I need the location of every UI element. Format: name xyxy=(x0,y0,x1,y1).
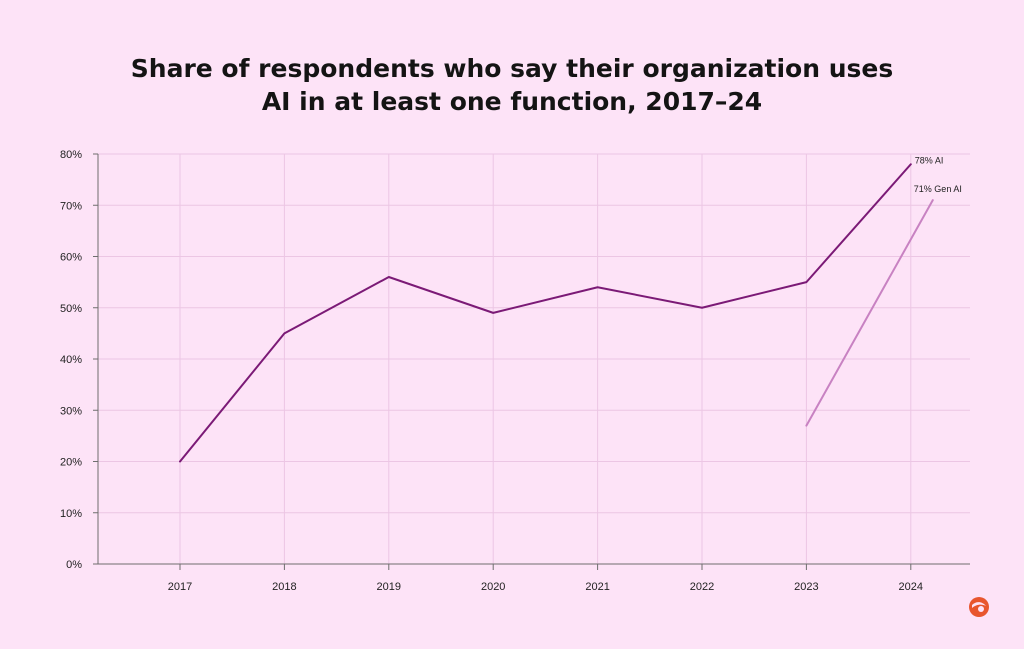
series-end-label: 71% Gen AI xyxy=(914,184,962,194)
series-line xyxy=(179,163,912,463)
y-tick-label: 10% xyxy=(60,508,82,520)
x-tick-label: 2019 xyxy=(377,581,401,593)
x-tick-label: 2022 xyxy=(690,581,714,593)
chart-title-line-2: AI in at least one function, 2017–24 xyxy=(261,87,763,116)
series-end-label: 78% AI xyxy=(915,155,944,165)
x-tick-label: 2018 xyxy=(272,581,296,593)
y-tick-label: 50% xyxy=(60,303,82,315)
y-tick-label: 20% xyxy=(60,457,82,469)
y-tick-label: 30% xyxy=(60,405,82,417)
chart-title-line-1: Share of respondents who say their organ… xyxy=(130,54,894,83)
x-tick-label: 2020 xyxy=(481,581,505,593)
circle-logo-icon xyxy=(969,597,989,617)
x-tick-label: 2023 xyxy=(794,581,818,593)
x-tick-label: 2024 xyxy=(899,581,923,593)
series-line xyxy=(805,199,934,427)
x-tick-label: 2017 xyxy=(168,581,192,593)
y-tick-label: 0% xyxy=(66,559,82,571)
x-tick-label: 2021 xyxy=(585,581,609,593)
y-tick-label: 80% xyxy=(60,149,82,161)
chart-title: Share of respondents who say their organ… xyxy=(0,52,1024,118)
y-tick-label: 40% xyxy=(60,354,82,366)
y-tick-label: 70% xyxy=(60,200,82,212)
y-tick-label: 60% xyxy=(60,252,82,264)
